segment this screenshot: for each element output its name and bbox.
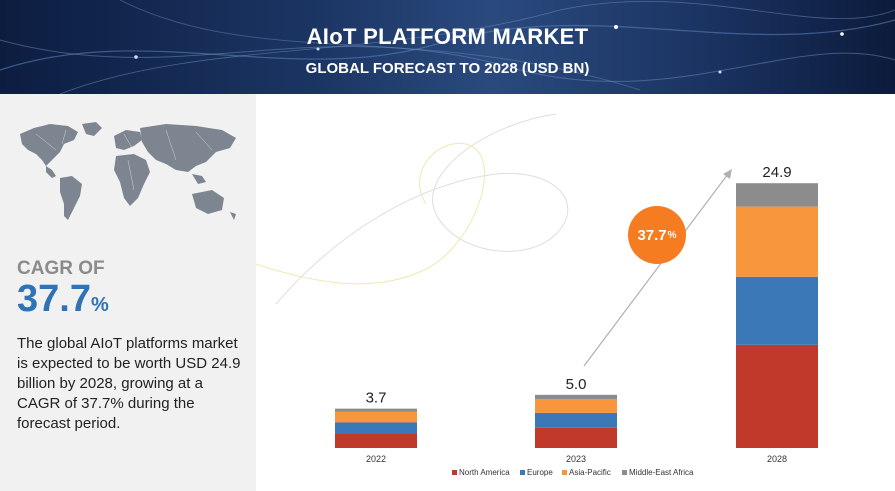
- bar-2022-europe: [335, 422, 417, 434]
- bar-2023-europe: [535, 412, 617, 428]
- bar-2022-north-america: [335, 433, 417, 448]
- growth-arrow: [583, 169, 732, 367]
- legend-label-north-america: North America: [459, 468, 510, 477]
- legend-swatch-asia-pacific: [562, 470, 567, 475]
- bar-2023-north-america: [535, 427, 617, 448]
- legend-swatch-north-america: [452, 470, 457, 475]
- legend-label-asia-pacific: Asia-Pacific: [569, 468, 611, 477]
- bar-2028-europe: [736, 276, 818, 345]
- legend-swatch-middle-east-africa: [622, 470, 627, 475]
- x-tick-2028: 2028: [767, 454, 787, 464]
- cagr-bubble-unit: %: [667, 229, 677, 241]
- x-tick-2022: 2022: [366, 454, 386, 464]
- cagr-number: 37.7: [17, 278, 91, 320]
- page-title: AIoT PLATFORM MARKET: [306, 24, 589, 49]
- cagr-value: 37.7%: [17, 278, 109, 321]
- legend: North America Europe Asia-Pacific Middle-Ea…: [452, 468, 694, 477]
- bar-2022-asia-pacific: [335, 411, 417, 423]
- chart-decoration: [255, 113, 569, 305]
- legend-swatch-europe: [520, 470, 525, 475]
- cagr-label: CAGR OF: [17, 258, 105, 279]
- legend-label-europe: Europe: [527, 468, 553, 477]
- bar-2023-asia-pacific: [535, 399, 617, 413]
- bar-2023-middle-east-africa: [535, 394, 617, 400]
- market-chart: 3.7 2022 5.0 2023 24.9 2028 North America Euro…: [255, 94, 895, 491]
- stacked-bar-chart: 3.7 2022 5.0 2023 24.9 2028 North America Euro…: [255, 113, 818, 477]
- cagr-bubble: 37.7%: [628, 206, 686, 264]
- summary-panel: CAGR OF 37.7% The global AIoT platforms …: [0, 94, 256, 491]
- legend-label-middle-east-africa: Middle-East Africa: [629, 468, 694, 477]
- total-label-2023: 5.0: [566, 376, 587, 393]
- cagr-bubble-value: 37.7: [637, 226, 667, 244]
- bar-2022-middle-east-africa: [335, 408, 417, 412]
- x-tick-2023: 2023: [566, 454, 586, 464]
- page-subtitle: GLOBAL FORECAST TO 2028 (USD BN): [305, 60, 590, 77]
- banner-decoration: [0, 0, 895, 94]
- header-banner: AIoT PLATFORM MARKET GLOBAL FORECAST TO …: [0, 0, 895, 94]
- bar-2028-north-america: [736, 344, 818, 448]
- labels-group: 3.7 2022 5.0 2023 24.9 2028: [366, 164, 792, 464]
- total-label-2022: 3.7: [366, 390, 387, 407]
- bar-2028-asia-pacific: [736, 206, 818, 277]
- world-map-icon: [20, 122, 236, 220]
- market-description: The global AIoT platforms market is expe…: [17, 335, 241, 432]
- cagr-unit: %: [90, 294, 109, 316]
- total-label-2028: 24.9: [762, 164, 791, 181]
- bar-2028-middle-east-africa: [736, 183, 818, 207]
- bars-group: [335, 183, 818, 448]
